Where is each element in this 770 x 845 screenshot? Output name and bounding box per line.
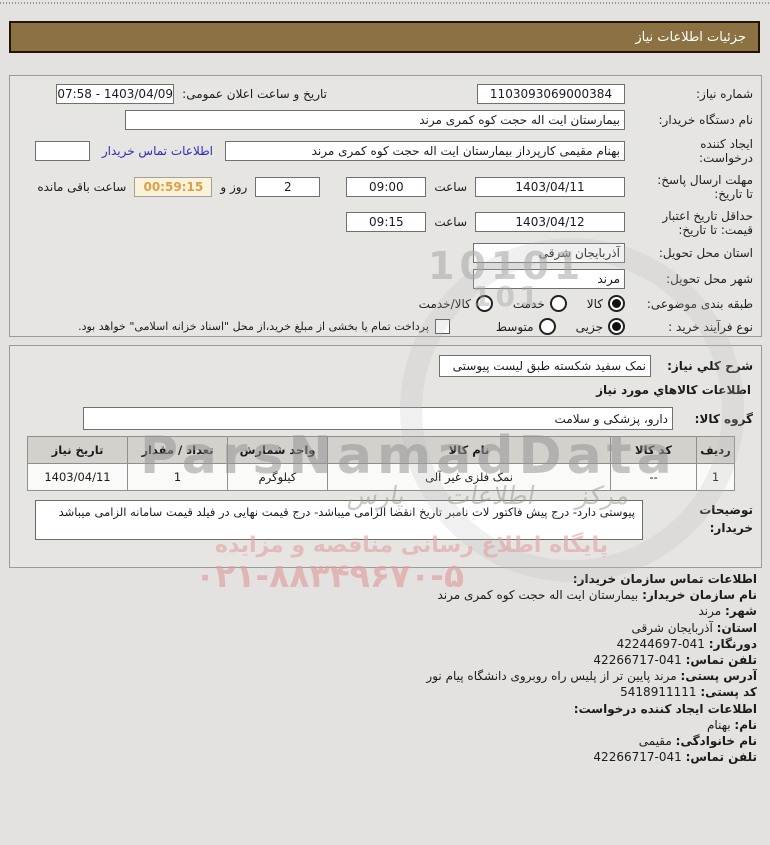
purchase-process-label: نوع فرآیند خرید : [668, 319, 753, 334]
delivery-city-label: شهر محل تحویل: [666, 272, 753, 287]
goods-group-row: گروه کالا: دارو، پزشکی و سلامت [18, 407, 753, 430]
col-item-code: کد کالا [610, 436, 697, 464]
col-row-number: ردیف [696, 436, 735, 464]
request-creator-label: ایجاد کننده درخواست: [699, 137, 753, 166]
hours-remaining-label: ساعت باقی مانده [37, 179, 127, 194]
radio-selected-icon[interactable] [608, 318, 625, 336]
countdown-timer: 00:59:15 [134, 176, 213, 197]
empty-field[interactable] [34, 140, 90, 161]
radio-icon[interactable] [538, 318, 556, 336]
page-title: جزئیات اطلاعات نیاز [635, 29, 746, 45]
price-validity-row: حداقل تاریخ اعتبار قیمت: تا تاریخ: 1403/… [18, 208, 753, 238]
contact-line: نام خانوادگی: مقیمی [638, 734, 757, 749]
price-validity-label: حداقل تاریخ اعتبار قیمت: تا تاریخ: [662, 208, 753, 237]
option-service[interactable]: خدمت [513, 295, 567, 313]
contact-line: دورنگار: 42244697-041 [616, 636, 757, 651]
option-minor[interactable]: جزیی [576, 318, 625, 336]
announce-datetime-field[interactable]: 07:58 - 1403/04/09 [56, 84, 175, 104]
general-description-field[interactable]: نمک سفید شکسته طبق لیست پیوستی [439, 355, 651, 377]
buyer-org-contact-header: اطلاعات تماس سازمان خریدار: [572, 572, 757, 586]
need-number-row: شماره نیاز: 1103093069000384 تاریخ و ساع… [18, 84, 753, 104]
radio-icon[interactable] [549, 295, 567, 313]
buyer-notes-label: توضیحات خریدار: [699, 503, 753, 535]
treasury-docs-checkbox[interactable] [434, 319, 450, 335]
deadline-date-field[interactable]: 1403/04/11 [475, 176, 625, 197]
col-unit: واحد شمارش [227, 436, 328, 464]
treasury-docs-label: پرداخت تمام یا بخشی از مبلغ خرید،از محل … [78, 320, 429, 334]
need-number-label: شماره نیاز: [696, 86, 753, 101]
contact-line: شهر: مرند [698, 604, 757, 619]
request-creator-row: ایجاد کننده درخواست: بهنام مقیمی کارپردا… [18, 136, 753, 166]
buyer-notes-field[interactable]: پیوستی دارد- درج پیش فاکتور لات نامبر تا… [35, 500, 643, 540]
buyer-device-field[interactable]: بیمارستان ایت اله حجت کوه کمری مرند [125, 110, 625, 130]
validity-date-field[interactable]: 1403/04/12 [475, 212, 625, 233]
creator-contact-header: اطلاعات ایجاد کننده درخواست: [573, 701, 757, 716]
request-creator-field[interactable]: بهنام مقیمی کارپرداز بیمارستان ایت اله ح… [225, 140, 625, 161]
delivery-city-row: شهر محل تحویل: مرند [18, 269, 753, 290]
option-goods[interactable]: کالا [587, 295, 625, 313]
subject-classification-label: طبقه بندی موضوعی: [646, 296, 753, 311]
delivery-province-label: استان محل تحویل: [658, 246, 753, 261]
days-label: روز و [220, 179, 248, 194]
buyer-notes-row: توضیحات خریدار: پیوستی دارد- درج پیش فاک… [18, 500, 753, 540]
general-description-label: شرح کلي نیاز: [667, 359, 753, 373]
option-medium[interactable]: متوسط [496, 318, 556, 336]
announce-datetime-label: تاریخ و ساعت اعلان عمومی: [182, 87, 327, 101]
response-deadline-row: مهلت ارسال پاسخ: تا تاریخ: 1403/04/11 سا… [18, 172, 753, 202]
cell-item-code: -- [610, 463, 697, 491]
contact-info-section: اطلاعات تماس سازمان خریدار: نام سازمان خ… [10, 571, 757, 765]
deadline-time-field[interactable]: 09:00 [346, 176, 427, 197]
cell-need-date: 1403/04/11 [27, 463, 128, 491]
delivery-province-field[interactable]: آذربایجان شرقی [473, 243, 625, 264]
buyer-contact-link[interactable]: اطلاعات تماس خریدار [101, 143, 213, 158]
goods-section-header: اطلاعات کالاهاي مورد نیاز [596, 383, 751, 397]
need-number-field[interactable]: 1103093069000384 [477, 84, 625, 104]
contact-line: نام سازمان خریدار: بیمارستان ایت اله حجت… [437, 588, 757, 603]
cell-unit: کیلوگرم [227, 463, 328, 491]
contact-line: تلفن تماس: 42266717-041 [593, 750, 757, 765]
goods-table-header-row: ردیف کد کالا نام کالا واحد شمارش تعداد /… [27, 436, 735, 464]
buyer-device-label: نام دستگاه خریدار: [658, 112, 754, 127]
contact-line: کد پستی: 5418911111 [620, 685, 757, 700]
purchase-process-row: نوع فرآیند خرید : جزیی متوسط پرداخت تمام… [18, 318, 753, 336]
contact-line: نام: بهنام [706, 717, 757, 732]
col-need-date: تاریخ نیاز [27, 436, 128, 464]
col-item-name: نام کالا [327, 436, 611, 464]
buyer-device-row: نام دستگاه خریدار: بیمارستان ایت اله حجت… [18, 110, 753, 130]
top-dotted-divider [0, 2, 770, 4]
validity-hour-label: ساعت [434, 215, 467, 230]
col-quantity: تعداد / مقدار [127, 436, 228, 464]
cell-item-name: نمک فلزی غیر آلی [327, 463, 611, 491]
contact-line: تلفن تماس: 42266717-041 [593, 653, 757, 668]
goods-table-row: 1 -- نمک فلزی غیر آلی کیلوگرم 1 1403/04/… [27, 463, 735, 491]
radio-selected-icon[interactable] [608, 295, 625, 313]
subject-classification-row: طبقه بندی موضوعی: کالا خدمت کالا/خدمت [18, 295, 753, 313]
days-remaining-field[interactable]: 2 [255, 176, 321, 197]
response-deadline-label: مهلت ارسال پاسخ: تا تاریخ: [657, 172, 753, 202]
goods-group-field[interactable]: دارو، پزشکی و سلامت [83, 407, 673, 430]
goods-table: ردیف کد کالا نام کالا واحد شمارش تعداد /… [27, 436, 735, 491]
goods-info-panel: شرح کلي نیاز: نمک سفید شکسته طبق لیست پی… [9, 345, 762, 568]
cell-quantity: 1 [127, 463, 228, 491]
contact-line: آدرس پستی: مرند پایین تر از پلیس راه روب… [426, 669, 757, 684]
deadline-hour-label: ساعت [434, 179, 467, 194]
delivery-province-row: استان محل تحویل: آذربایجان شرقی [18, 243, 753, 264]
general-description-row: شرح کلي نیاز: نمک سفید شکسته طبق لیست پی… [18, 355, 753, 377]
radio-icon[interactable] [475, 295, 493, 313]
option-goods-service[interactable]: کالا/خدمت [419, 295, 493, 313]
page-title-bar: جزئیات اطلاعات نیاز [9, 21, 760, 53]
request-info-panel: شماره نیاز: 1103093069000384 تاریخ و ساع… [9, 75, 762, 337]
delivery-city-field[interactable]: مرند [473, 269, 625, 290]
cell-row-number: 1 [696, 463, 735, 491]
goods-group-label: گروه کالا: [694, 411, 753, 426]
contact-line: استان: آذربایجان شرقی [631, 620, 757, 635]
validity-time-field[interactable]: 09:15 [346, 212, 427, 233]
